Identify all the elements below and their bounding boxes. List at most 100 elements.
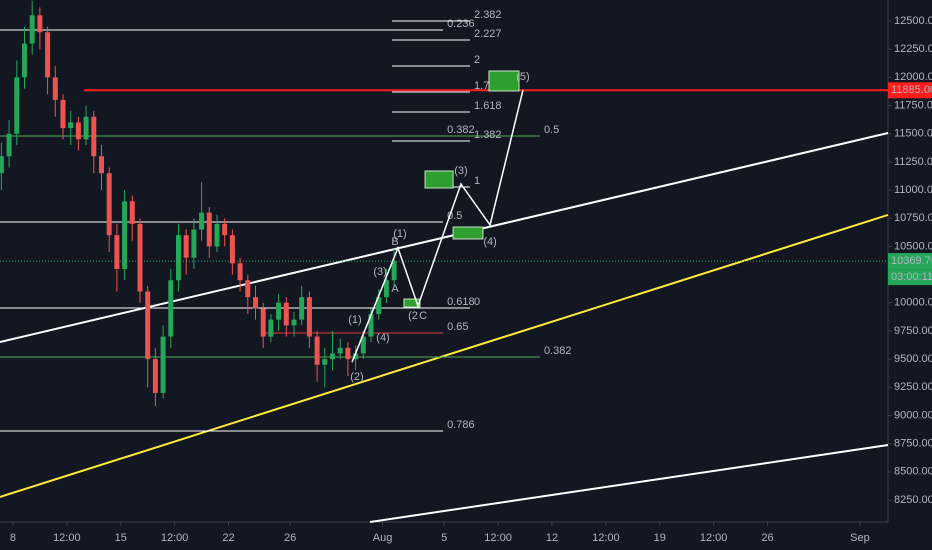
candle-body xyxy=(337,347,343,354)
candle-body xyxy=(360,336,366,354)
wave-label: (2) xyxy=(350,371,363,383)
wave-label: (4) xyxy=(483,236,496,248)
candle-body xyxy=(175,235,181,281)
candle-body xyxy=(268,319,274,337)
candle-body xyxy=(345,347,351,360)
candle-body xyxy=(376,297,382,315)
candle-body xyxy=(391,261,397,281)
fib-label: 1.618 xyxy=(474,100,502,112)
x-tick-label: 12:00 xyxy=(484,532,512,544)
y-tick-label: 9250.00 xyxy=(894,381,932,393)
wave-path xyxy=(351,89,524,363)
x-tick-label: 12:00 xyxy=(592,532,620,544)
countdown-badge xyxy=(888,269,932,286)
candle-body xyxy=(91,116,97,157)
wave-label: (5) xyxy=(516,71,529,83)
candle-body xyxy=(222,223,228,236)
fib-label: 1.382 xyxy=(474,129,502,141)
price-badge-label: 11885.00 xyxy=(891,84,932,96)
candle-body xyxy=(237,263,243,281)
candle-body xyxy=(98,156,104,174)
fib-label: 0.382 xyxy=(447,124,475,136)
wave-label: B xyxy=(391,236,398,248)
candle-body xyxy=(152,359,158,393)
y-tick-label: 10000.00 xyxy=(894,297,932,309)
y-tick-label: 12500.00 xyxy=(894,15,932,27)
candle-body xyxy=(14,77,20,134)
y-tick-label: 11250.00 xyxy=(894,156,932,168)
candle-body xyxy=(291,319,297,326)
y-tick-label: 8500.00 xyxy=(894,466,932,478)
candle-body xyxy=(68,122,74,129)
x-tick-label: 12 xyxy=(546,532,558,544)
candle-body xyxy=(21,43,27,78)
candle-body xyxy=(37,15,43,33)
wave-label: (3) xyxy=(373,266,386,278)
candle-body xyxy=(75,122,81,140)
x-tick-label: Aug xyxy=(373,532,393,544)
candle-body xyxy=(45,32,51,78)
y-tick-label: 12250.00 xyxy=(894,43,932,55)
candle-body xyxy=(245,280,251,298)
candle-body xyxy=(329,353,335,360)
candle-body xyxy=(52,77,58,100)
candle-body xyxy=(168,280,174,337)
candle-body xyxy=(322,359,328,365)
wave-label: (4) xyxy=(376,332,389,344)
y-tick-label: 12000.00 xyxy=(894,71,932,83)
y-tick-label: 9500.00 xyxy=(894,353,932,365)
candle-body xyxy=(260,308,266,337)
candle-body xyxy=(191,229,197,258)
fib-label: 0.786 xyxy=(447,419,475,431)
fib-label: 0.236 xyxy=(447,18,475,30)
fib-label: 2.227 xyxy=(474,28,502,40)
trendline xyxy=(369,444,889,523)
x-tick-label: 12:00 xyxy=(700,532,728,544)
fib-label: 0.618 xyxy=(447,296,475,308)
candle-body xyxy=(122,201,128,269)
candle-body xyxy=(383,280,389,298)
fib-label: 0.382 xyxy=(544,345,572,357)
wave-label: (3) xyxy=(454,165,467,177)
wave-label: (1) xyxy=(348,314,361,326)
candle-body xyxy=(60,99,66,129)
wave-label: C xyxy=(419,310,427,322)
y-tick-label: 8750.00 xyxy=(894,438,932,450)
x-tick-label: 12:00 xyxy=(161,532,189,544)
price-badge xyxy=(888,82,932,99)
candle-body xyxy=(299,297,305,320)
price-badge-label: 10369.76 xyxy=(891,255,932,267)
y-tick-label: 8250.00 xyxy=(894,494,932,506)
y-tick-label: 11750.00 xyxy=(894,99,932,111)
target-box xyxy=(403,298,421,308)
candle-body xyxy=(252,297,258,309)
x-tick-label: 5 xyxy=(441,532,447,544)
fib-label: 0 xyxy=(474,296,480,308)
y-tick-label: 11000.00 xyxy=(894,184,932,196)
candle-body xyxy=(229,235,235,264)
x-tick-label: 19 xyxy=(654,532,666,544)
price-badge xyxy=(888,253,932,270)
candle-body xyxy=(283,302,289,326)
candle-body xyxy=(145,291,151,360)
y-tick-label: 10750.00 xyxy=(894,212,932,224)
target-box xyxy=(424,170,454,189)
candle-body xyxy=(306,297,312,337)
candle-body xyxy=(0,156,4,174)
candle-body xyxy=(314,336,320,365)
candle-body xyxy=(276,302,282,320)
fib-label: 2.382 xyxy=(474,9,502,21)
wave-label: (1) xyxy=(393,228,406,240)
countdown: 03:00:11 xyxy=(891,271,932,283)
candle-body xyxy=(83,116,89,140)
y-tick-label: 9750.00 xyxy=(894,325,932,337)
x-tick-label: 12:00 xyxy=(53,532,81,544)
y-tick-label: 10500.00 xyxy=(894,240,932,252)
candle-body xyxy=(206,212,212,247)
x-tick-label: Sep xyxy=(850,532,870,544)
candle-body xyxy=(368,314,374,337)
fib-label: 1 xyxy=(474,175,480,187)
candle-body xyxy=(214,223,220,247)
x-tick-label: 26 xyxy=(284,532,296,544)
